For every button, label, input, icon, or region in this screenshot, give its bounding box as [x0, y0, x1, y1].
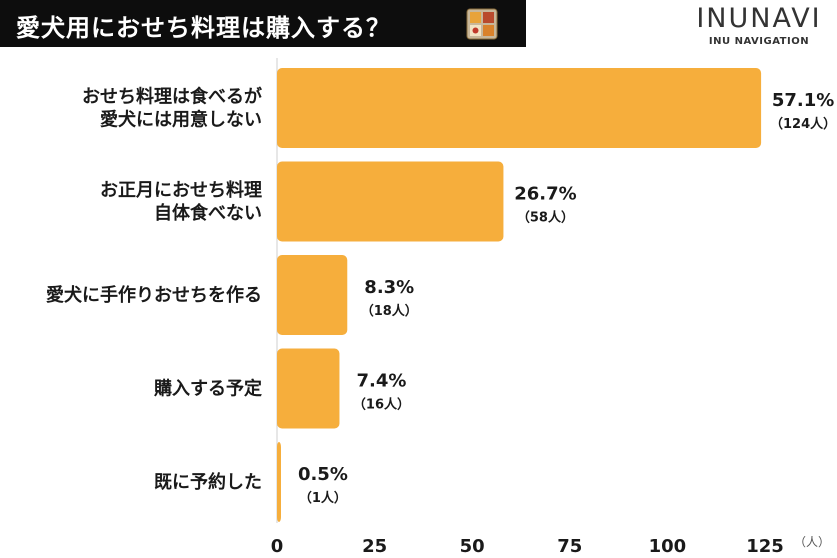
count-label-0: （124人）: [770, 116, 836, 132]
percent-label-4: 0.5%: [298, 464, 348, 485]
brand-name: INUNAVI: [696, 3, 822, 34]
bar-1: [277, 161, 504, 242]
percent-label-1: 26.7%: [514, 184, 576, 205]
category-label-4-0: 既に予約した: [154, 471, 262, 493]
x-tick-label-3: 75: [557, 536, 582, 557]
bar-0: [277, 68, 762, 148]
osechi-box-icon: [466, 8, 498, 40]
count-label-1: （58人）: [517, 210, 574, 226]
percent-label-2: 8.3%: [364, 277, 414, 298]
x-tick-label-1: 25: [362, 536, 387, 557]
category-label-0-1: 愛犬には用意しない: [100, 109, 262, 131]
percent-label-3: 7.4%: [357, 371, 407, 392]
chart-title: 愛犬用におせち料理は購入する？: [16, 14, 391, 42]
category-label-0-0: おせち料理は食べるが: [82, 86, 262, 108]
x-tick-label-0: 0: [271, 536, 284, 557]
brand-subtitle: INU NAVIGATION: [708, 36, 810, 47]
x-tick-label-4: 100: [649, 536, 687, 557]
title-bar: 愛犬用におせち料理は購入する？: [0, 0, 526, 47]
x-unit-label: （人）: [794, 535, 830, 549]
category-label-1-0: お正月におせち料理: [100, 179, 262, 201]
x-tick-label-5: 125: [746, 536, 784, 557]
category-label-2-0: 愛犬に手作りおせちを作る: [46, 284, 262, 306]
category-label-1-1: 自体食べない: [154, 202, 262, 224]
percent-label-0: 57.1%: [772, 90, 834, 111]
count-label-4: （1人）: [299, 490, 347, 506]
brand-logo: INUNAVI INU NAVIGATION: [689, 3, 829, 48]
bar-4: [277, 442, 281, 522]
count-label-3: （16人）: [353, 397, 410, 413]
x-tick-label-2: 50: [460, 536, 485, 557]
count-label-2: （18人）: [361, 303, 418, 319]
bar-2: [277, 255, 348, 335]
category-label-3-0: 購入する予定: [153, 378, 262, 400]
bar-3: [277, 348, 340, 429]
